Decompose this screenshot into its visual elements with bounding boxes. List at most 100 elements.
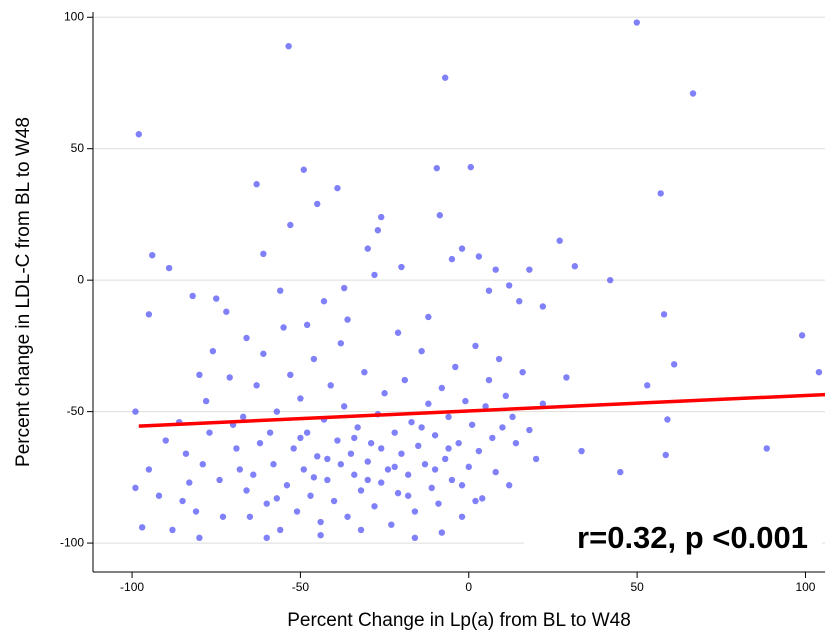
point (155, 492, 163, 499)
y-tick-label: -50 (67, 404, 85, 418)
point (455, 439, 462, 447)
point (428, 484, 435, 492)
point (293, 508, 301, 515)
point (492, 468, 499, 476)
point (314, 453, 321, 460)
point (277, 526, 284, 534)
point (340, 403, 348, 410)
point (394, 329, 402, 336)
point (526, 426, 533, 434)
point (196, 371, 203, 379)
point (438, 384, 446, 392)
point (340, 284, 348, 292)
point (337, 340, 345, 347)
point (209, 347, 217, 355)
point (324, 455, 331, 463)
point (391, 463, 398, 471)
point (283, 482, 291, 489)
point (458, 482, 466, 489)
point (404, 471, 412, 478)
point (351, 434, 358, 442)
point (499, 424, 506, 431)
point (378, 213, 385, 221)
point (236, 466, 244, 473)
point (505, 282, 513, 289)
point (307, 492, 314, 499)
point (266, 429, 274, 436)
point (398, 450, 405, 457)
point (334, 437, 341, 444)
point (381, 390, 388, 397)
point (475, 447, 483, 455)
annotation-box (524, 506, 822, 570)
point (441, 74, 449, 81)
point (277, 287, 284, 294)
y-tick-label: 50 (71, 141, 85, 155)
point (135, 131, 142, 138)
point (452, 363, 459, 371)
point (357, 526, 365, 534)
point (438, 529, 446, 536)
point (433, 164, 440, 172)
point (398, 263, 405, 271)
point (216, 476, 223, 484)
point (516, 298, 523, 305)
point (539, 400, 547, 407)
point (411, 534, 419, 542)
point (162, 437, 169, 444)
point (310, 355, 318, 363)
point (199, 461, 206, 468)
x-tick-label: 100 (795, 580, 815, 594)
point (179, 497, 186, 505)
point (337, 461, 345, 468)
point (246, 513, 254, 520)
point (391, 429, 398, 436)
point (489, 434, 496, 442)
point (165, 264, 173, 272)
point (243, 487, 250, 494)
point (421, 461, 429, 468)
point (351, 471, 358, 478)
point (192, 508, 200, 515)
point (495, 355, 503, 363)
point (431, 466, 439, 473)
point (300, 466, 307, 473)
point (169, 526, 176, 534)
y-tick-label: -100 (60, 535, 84, 549)
point (364, 245, 371, 252)
point (280, 324, 287, 331)
point (285, 42, 292, 50)
x-axis-label: Percent Change in Lp(a) from BL to W48 (287, 610, 631, 631)
point (300, 166, 307, 173)
point (660, 311, 668, 318)
point (273, 495, 281, 502)
point (492, 266, 499, 273)
point (290, 445, 297, 452)
point (347, 450, 355, 457)
point (467, 163, 474, 171)
point (458, 245, 466, 252)
point (485, 376, 493, 384)
point (815, 368, 823, 376)
point (479, 495, 486, 502)
point (512, 439, 520, 447)
point (571, 263, 579, 270)
point (367, 439, 375, 447)
x-tick-label: -100 (120, 580, 144, 594)
point (327, 382, 334, 389)
point (763, 445, 770, 452)
point (458, 513, 466, 520)
point (317, 518, 324, 526)
point (233, 445, 240, 452)
point (462, 397, 469, 405)
point (334, 184, 341, 192)
point (408, 418, 415, 426)
point (617, 468, 624, 476)
trend-line (138, 392, 825, 428)
point (384, 466, 392, 473)
point (418, 347, 425, 355)
point (303, 321, 311, 329)
point (448, 476, 456, 484)
point (644, 382, 651, 389)
